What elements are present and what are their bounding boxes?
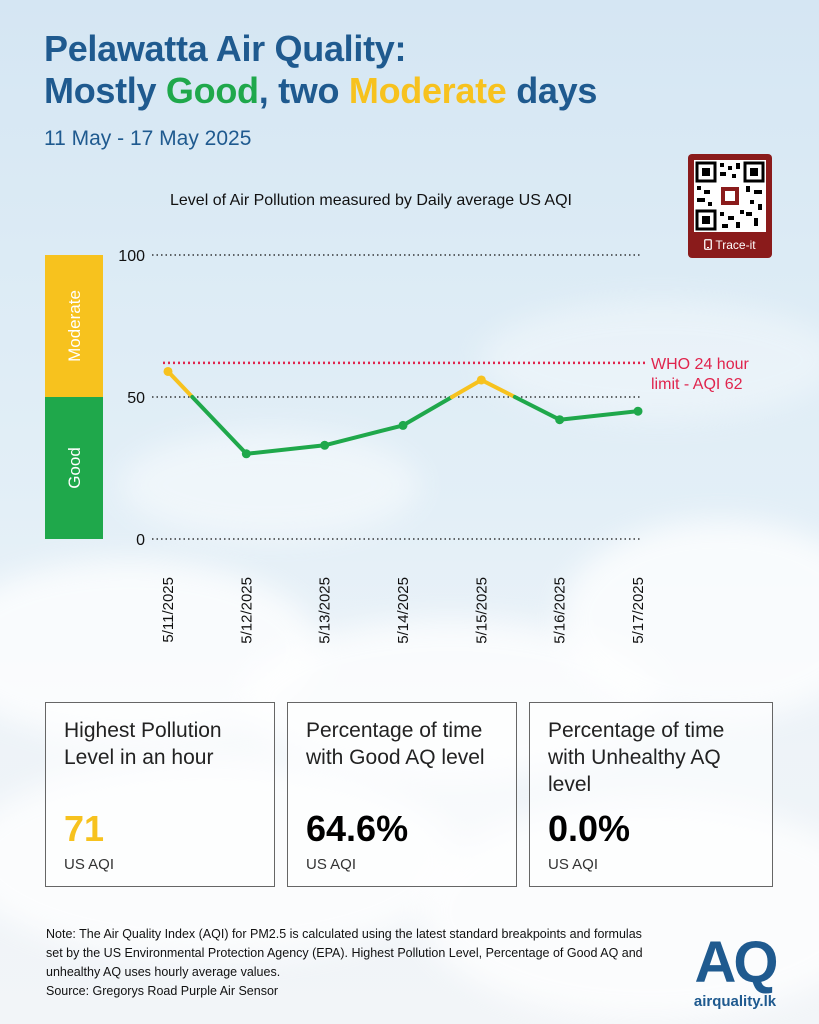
title-moderate: Moderate	[348, 70, 507, 111]
data-point	[555, 415, 565, 425]
x-tick-labels: 5/11/2025 5/12/2025 5/13/2025 5/14/2025 …	[160, 577, 647, 644]
stat-value: 64.6%	[306, 808, 409, 849]
band-moderate-label: Moderate	[65, 290, 84, 362]
y-tick-label: 50	[127, 390, 145, 407]
stat-value: 0.0%	[548, 808, 631, 849]
series-line	[166, 369, 640, 456]
stat-label: Highest Pollution Level in an hour	[64, 719, 222, 769]
data-point	[476, 375, 486, 385]
qr-label-text: Trace-it	[715, 238, 756, 252]
data-point	[398, 420, 408, 430]
data-point	[163, 366, 173, 376]
page-title: Pelawatta Air Quality: Mostly Good, two …	[44, 28, 597, 112]
who-limit-label-line2: limit - AQI 62	[651, 376, 743, 393]
logo-mark: AQ	[694, 930, 779, 995]
data-point	[320, 440, 330, 450]
stat-value: 71	[64, 808, 105, 849]
y-tick-label: 100	[118, 248, 145, 265]
qr-code[interactable]: Trace-it	[688, 154, 772, 258]
title-good: Good	[165, 70, 259, 111]
stat-unit: US AQI	[548, 856, 599, 873]
qr-pattern	[694, 160, 766, 232]
stat-card-good: Percentage of time with Good AQ level 64…	[287, 702, 517, 887]
series-segment	[190, 395, 249, 456]
stat-unit: US AQI	[64, 856, 115, 873]
x-tick-label: 5/11/2025	[160, 577, 177, 643]
date-range: 11 May - 17 May 2025	[44, 127, 252, 150]
footnote: Note: The Air Quality Index (AQI) for PM…	[46, 925, 656, 1001]
series-segment	[401, 395, 454, 428]
data-point	[633, 406, 643, 416]
stat-card-highest: Highest Pollution Level in an hour 71 US…	[45, 702, 275, 887]
title-line2-mid: , two	[258, 70, 349, 111]
series-segment	[322, 423, 405, 448]
band-moderate	[45, 255, 103, 397]
series-segment	[557, 409, 640, 422]
x-tick-label: 5/16/2025	[552, 577, 569, 644]
note-text: Note: The Air Quality Index (AQI) for PM…	[46, 927, 643, 979]
chart-title: Level of Air Pollution measured by Daily…	[170, 192, 572, 209]
series-segment	[479, 377, 517, 399]
logo-site: airquality.lk	[693, 993, 777, 1010]
series-segment	[244, 443, 327, 456]
y-tick-label: 0	[136, 532, 145, 549]
stat-label: Percentage of time with Unhealthy AQ lev…	[548, 719, 725, 796]
band-good	[45, 397, 103, 539]
x-tick-label: 5/13/2025	[317, 577, 334, 644]
x-tick-label: 5/17/2025	[630, 577, 647, 644]
aqi-line-chart: Good Moderate 0 50 100 WHO 24 hour limit…	[45, 248, 749, 644]
stat-card-unhealthy: Percentage of time with Unhealthy AQ lev…	[529, 702, 773, 887]
who-limit-label-line1: WHO 24 hour	[651, 356, 749, 373]
stat-label: Percentage of time with Good AQ level	[306, 719, 485, 769]
title-line2-pre: Mostly	[44, 70, 166, 111]
band-good-label: Good	[65, 447, 84, 489]
x-tick-label: 5/15/2025	[473, 577, 490, 644]
series-segment	[449, 377, 484, 399]
title-line2-post: days	[506, 70, 598, 111]
note-source: Source: Gregorys Road Purple Air Sensor	[46, 984, 279, 998]
stat-unit: US AQI	[306, 856, 357, 873]
series-segment	[166, 369, 195, 399]
x-tick-label: 5/14/2025	[395, 577, 412, 644]
series-segment	[512, 395, 562, 422]
airquality-logo[interactable]: AQ airquality.lk	[690, 930, 780, 1011]
phone-icon	[704, 239, 713, 250]
title-line1: Pelawatta Air Quality:	[44, 28, 407, 69]
qr-label: Trace-it	[688, 238, 772, 252]
x-tick-label: 5/12/2025	[238, 577, 255, 644]
series-points	[163, 366, 643, 459]
data-point	[241, 449, 251, 459]
